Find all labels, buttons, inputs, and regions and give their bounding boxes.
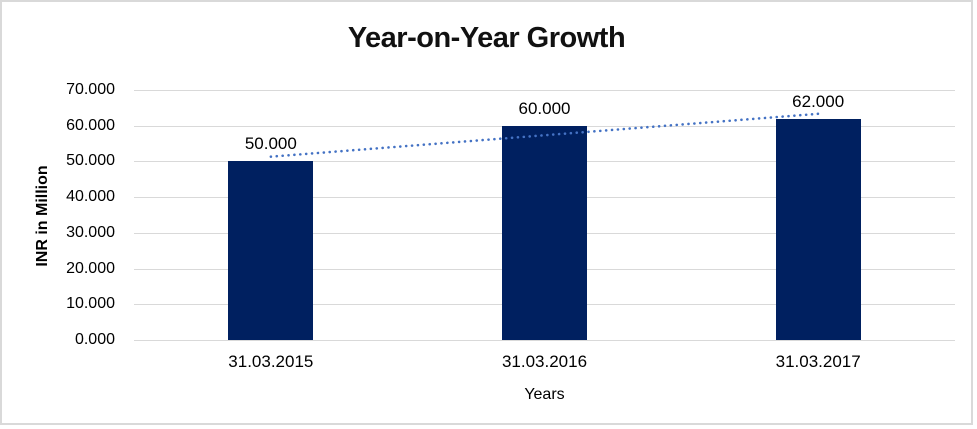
x-tick-label: 31.03.2015 xyxy=(228,352,314,371)
y-axis-title: INR in Million xyxy=(34,165,51,267)
y-tick-label: 30.000 xyxy=(66,223,115,241)
bar-31.03.2016 xyxy=(502,125,587,340)
chart-title: Year-on-Year Growth xyxy=(347,22,626,54)
plot-area: 50.000 60.000 62.000 xyxy=(134,90,955,341)
bar-data-label: 60.000 xyxy=(518,98,571,118)
y-tick-label: 60.000 xyxy=(66,116,115,134)
y-tick-label: 20.000 xyxy=(66,259,115,277)
gridline xyxy=(134,340,955,341)
y-tick-label: 70.000 xyxy=(66,81,115,98)
y-tick-label: 50.000 xyxy=(66,152,115,170)
y-tick-label: 0.000 xyxy=(74,331,115,348)
bar-data-label: 62.000 xyxy=(792,91,845,111)
bar-31.03.2015 xyxy=(228,161,314,340)
gridline xyxy=(134,90,955,91)
y-tick-label: 10.000 xyxy=(66,295,115,313)
x-tick-label: 31.03.2017 xyxy=(775,352,861,371)
trendline xyxy=(269,112,820,158)
y-tick-label: 40.000 xyxy=(66,188,115,206)
x-tick-label: 31.03.2016 xyxy=(501,352,588,371)
x-axis-title: Years xyxy=(524,386,565,403)
bar-data-label: 50.000 xyxy=(244,134,297,154)
bar-31.03.2017 xyxy=(775,118,861,340)
